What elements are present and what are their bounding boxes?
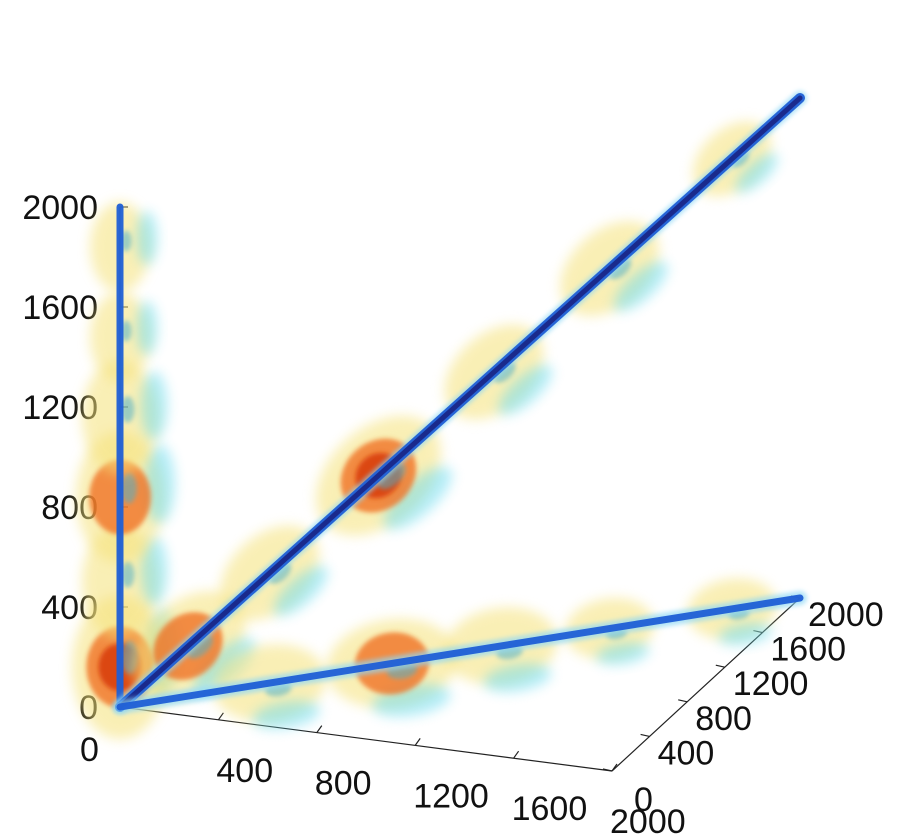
y-tick-mark <box>602 768 613 772</box>
x-tick-label: 2000 <box>610 803 686 840</box>
y-tick-mark <box>715 664 725 668</box>
y-tick-label: 800 <box>695 700 752 738</box>
y-tick-mark <box>640 733 650 737</box>
x-tick-label: 1600 <box>512 790 588 828</box>
x-tick-mark <box>414 738 421 746</box>
x-tick-mark <box>611 763 618 772</box>
x-tick-label: 400 <box>216 752 273 790</box>
x-tick-mark <box>513 750 520 759</box>
y-tick-label: 1600 <box>770 631 846 669</box>
x-tick-label: 800 <box>315 765 372 803</box>
y-tick-label: 2000 <box>808 596 884 634</box>
ridge-tube <box>116 594 804 711</box>
y-tick-label: 400 <box>658 734 715 772</box>
ridge-surfaces <box>113 91 807 714</box>
z-tick-label: 2000 <box>22 189 98 227</box>
x-tick-label: 1200 <box>413 777 489 815</box>
x-tick-mark <box>316 725 323 733</box>
z-tick-label: 1600 <box>22 289 98 327</box>
diagonal-ridge-core <box>117 95 803 710</box>
x-tick-mark <box>217 712 224 721</box>
x-axis-line <box>119 706 613 772</box>
y-tick-label: 1200 <box>733 665 809 703</box>
x-axis-ticks: 0 400 800 1200 1600 2000 <box>80 699 686 840</box>
y-tick-label: 0 <box>634 781 653 819</box>
y-tick-mark <box>678 699 688 703</box>
x-tick-label: 0 <box>80 731 99 769</box>
